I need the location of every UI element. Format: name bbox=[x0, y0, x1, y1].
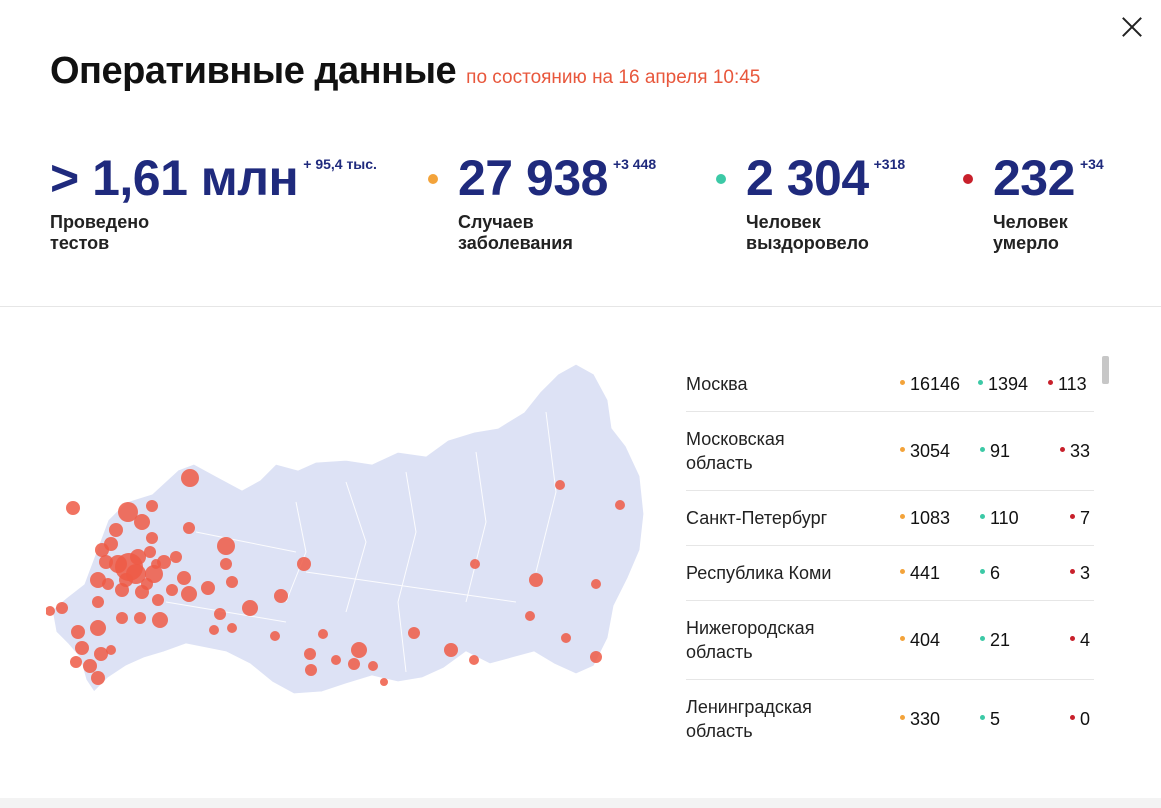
region-deaths: 7 bbox=[1070, 508, 1090, 529]
region-cases: 3054 bbox=[900, 441, 950, 462]
region-name: Московская область bbox=[686, 429, 785, 473]
stat-label: Проведено тестов bbox=[50, 212, 150, 253]
map-shape bbox=[51, 363, 645, 695]
table-row[interactable]: Нижегородская область 404 21 4 bbox=[686, 601, 1094, 680]
stat-label: Случаев заболевания bbox=[458, 212, 573, 253]
stat-label: Человек выздоровело bbox=[746, 212, 869, 253]
recovered-dot-icon bbox=[980, 636, 985, 642]
regions-scrollbar[interactable] bbox=[1102, 356, 1109, 384]
map-bubbles bbox=[46, 469, 625, 686]
page-title: Оперативные данные bbox=[50, 50, 457, 92]
region-recovered: 6 bbox=[980, 563, 1000, 584]
region-cases: 404 bbox=[900, 630, 940, 651]
deaths-dot-icon bbox=[1070, 715, 1075, 721]
stat-tests: > 1,61 млн + 95,4 тыс. Проведено тестов bbox=[50, 150, 377, 254]
region-deaths: 0 bbox=[1070, 709, 1090, 730]
region-name: Нижегородская область bbox=[686, 618, 815, 662]
region-deaths: 4 bbox=[1070, 630, 1090, 651]
stat-delta: +34 bbox=[1079, 156, 1104, 172]
region-recovered: 21 bbox=[980, 630, 1010, 651]
recovered-dot-icon bbox=[978, 380, 983, 386]
stat-delta: + 95,4 тыс. bbox=[303, 156, 377, 172]
region-recovered: 1394 bbox=[978, 374, 1028, 395]
stat-value: 27 938 bbox=[458, 150, 608, 206]
close-icon[interactable] bbox=[1119, 14, 1145, 40]
stat-cases: 27 938 +3 448 Случаев заболевания bbox=[428, 150, 657, 254]
cases-dot-icon bbox=[900, 569, 905, 575]
recovered-dot-icon bbox=[980, 447, 985, 453]
region-recovered: 91 bbox=[980, 441, 1010, 462]
table-row[interactable]: Ленинградская область 330 5 0 bbox=[686, 680, 1094, 757]
map-borders bbox=[165, 411, 557, 673]
deaths-dot-icon bbox=[1070, 514, 1075, 520]
deaths-dot-icon bbox=[1070, 636, 1075, 642]
region-cases: 16146 bbox=[900, 374, 960, 395]
region-name: Республика Коми bbox=[686, 563, 832, 583]
stat-value: > 1,61 млн bbox=[50, 150, 299, 206]
cases-dot-icon bbox=[900, 715, 905, 721]
divider bbox=[0, 306, 1161, 307]
stat-deaths: 232 +34 Человек умерло bbox=[963, 150, 1104, 254]
deaths-dot-icon bbox=[1060, 447, 1065, 453]
stat-value: 2 304 bbox=[746, 150, 869, 206]
table-row[interactable]: Санкт-Петербург 1083 110 7 bbox=[686, 491, 1094, 546]
table-row[interactable]: Республика Коми 441 6 3 bbox=[686, 546, 1094, 601]
cases-dot-icon bbox=[900, 380, 905, 386]
bottom-edge bbox=[0, 798, 1161, 808]
russia-map-icon[interactable] bbox=[46, 352, 650, 708]
page-subtitle: по состоянию на 16 апреля 10:45 bbox=[466, 67, 761, 88]
region-deaths: 113 bbox=[1048, 374, 1087, 395]
deaths-dot-icon bbox=[1048, 380, 1053, 386]
recovered-dot-icon bbox=[980, 715, 985, 721]
stat-label: Человек умерло bbox=[993, 212, 1068, 253]
deaths-dot-icon bbox=[963, 174, 973, 184]
region-cases: 330 bbox=[900, 709, 940, 730]
recovered-dot-icon bbox=[980, 514, 985, 520]
region-recovered: 5 bbox=[980, 709, 1000, 730]
table-row[interactable]: Московская область 3054 91 33 bbox=[686, 412, 1094, 491]
stat-value: 232 bbox=[993, 150, 1075, 206]
region-name: Санкт-Петербург bbox=[686, 508, 828, 528]
region-recovered: 110 bbox=[980, 508, 1019, 529]
recovered-dot-icon bbox=[980, 569, 985, 575]
region-name: Москва bbox=[686, 374, 748, 394]
region-deaths: 33 bbox=[1060, 441, 1090, 462]
stat-recovered: 2 304 +318 Человек выздоровело bbox=[716, 150, 906, 254]
region-name: Ленинградская область bbox=[686, 697, 812, 741]
regions-table: Москва 16146 1394 113 Московская область… bbox=[686, 357, 1094, 757]
stat-delta: +3 448 bbox=[612, 156, 657, 172]
header: Оперативные данные по состоянию на 16 ап… bbox=[50, 50, 760, 93]
stat-delta: +318 bbox=[873, 156, 906, 172]
deaths-dot-icon bbox=[1070, 569, 1075, 575]
cases-dot-icon bbox=[428, 174, 438, 184]
cases-dot-icon bbox=[900, 636, 905, 642]
region-cases: 441 bbox=[900, 563, 940, 584]
table-row[interactable]: Москва 16146 1394 113 bbox=[686, 357, 1094, 412]
recovered-dot-icon bbox=[716, 174, 726, 184]
region-cases: 1083 bbox=[900, 508, 950, 529]
cases-dot-icon bbox=[900, 514, 905, 520]
region-deaths: 3 bbox=[1070, 563, 1090, 584]
cases-dot-icon bbox=[900, 447, 905, 453]
